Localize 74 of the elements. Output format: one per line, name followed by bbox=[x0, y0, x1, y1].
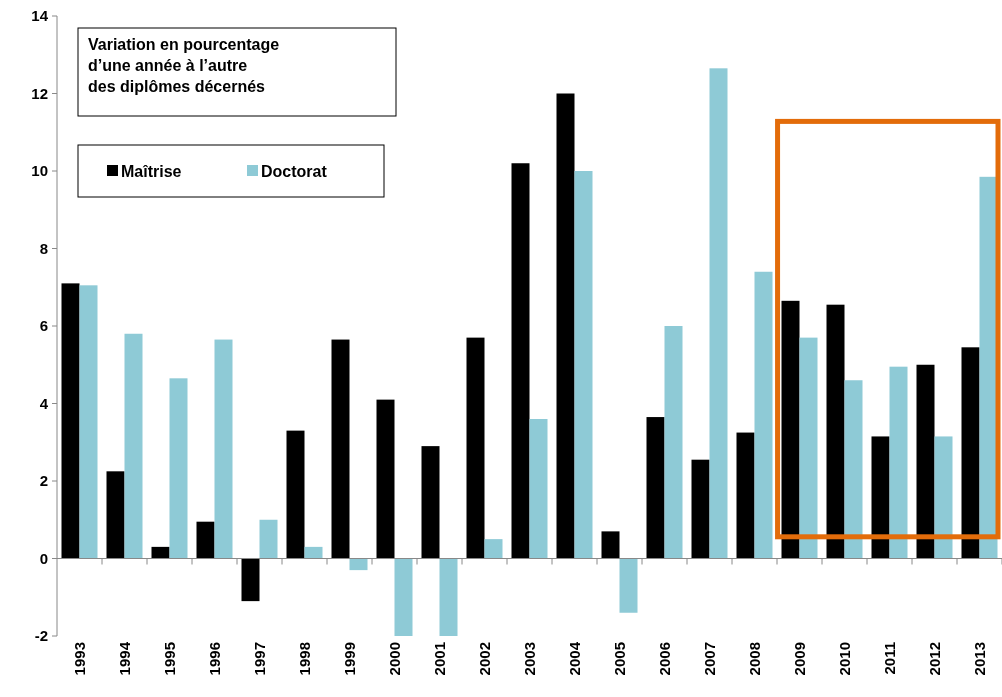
x-tick-label: 2012 bbox=[925, 642, 943, 676]
bar bbox=[646, 417, 665, 559]
bar bbox=[214, 339, 233, 559]
bar bbox=[574, 171, 593, 559]
bar bbox=[196, 521, 215, 559]
x-tick-label: 1997 bbox=[250, 642, 268, 676]
x-tick-label: 2010 bbox=[835, 642, 853, 676]
bar bbox=[511, 163, 530, 559]
bar bbox=[691, 459, 710, 559]
x-tick-label: 2006 bbox=[655, 642, 673, 676]
bar bbox=[889, 366, 908, 559]
y-tick-label: 14 bbox=[31, 7, 49, 25]
x-tick-label: 1998 bbox=[295, 642, 313, 676]
bar bbox=[331, 339, 350, 559]
bar bbox=[169, 378, 188, 559]
bar bbox=[961, 347, 980, 559]
text: Variation en pourcentage d’une année à l’autre des diplômes décernés bbox=[88, 36, 280, 95]
y-tick-label: 2 bbox=[39, 472, 48, 490]
y-tick-label: 8 bbox=[39, 239, 48, 257]
y-tick-label: 6 bbox=[39, 317, 48, 335]
bar bbox=[124, 333, 143, 559]
bar bbox=[619, 558, 638, 613]
bar bbox=[844, 380, 863, 559]
bar bbox=[394, 558, 413, 636]
bar bbox=[151, 546, 170, 559]
bar bbox=[349, 558, 368, 571]
bar bbox=[61, 283, 80, 559]
x-tick-label: 2005 bbox=[610, 642, 628, 676]
bar bbox=[286, 430, 305, 559]
bar bbox=[916, 364, 935, 559]
bar bbox=[376, 399, 395, 559]
x-tick-label: 2002 bbox=[475, 642, 493, 676]
bar bbox=[601, 531, 620, 559]
bar bbox=[529, 419, 548, 559]
x-tick-label: 2004 bbox=[565, 641, 583, 676]
x-tick-label: 1996 bbox=[205, 642, 223, 676]
bar bbox=[79, 285, 98, 559]
bar bbox=[754, 271, 773, 559]
bar bbox=[106, 471, 125, 559]
bar bbox=[304, 546, 323, 559]
bar bbox=[466, 337, 485, 559]
x-tick-label: 1995 bbox=[160, 642, 178, 676]
bar bbox=[241, 558, 260, 602]
x-tick-label: 1994 bbox=[115, 641, 133, 676]
y-tick-label: 4 bbox=[39, 394, 49, 412]
x-tick-label: 2009 bbox=[790, 642, 808, 676]
x-tick-label: 2013 bbox=[970, 642, 988, 676]
bar bbox=[484, 539, 503, 559]
x-tick-label: 1999 bbox=[340, 642, 358, 676]
x-tick-label: 1993 bbox=[70, 642, 88, 676]
x-tick-label: 2001 bbox=[430, 642, 448, 676]
bar bbox=[421, 446, 440, 559]
bar bbox=[259, 519, 278, 559]
y-tick-label: 12 bbox=[31, 84, 48, 102]
bar bbox=[556, 93, 575, 559]
x-tick-label: 2000 bbox=[385, 642, 403, 676]
bar bbox=[934, 436, 953, 559]
bar bbox=[709, 68, 728, 559]
bar bbox=[781, 300, 800, 559]
x-tick-label: 2008 bbox=[745, 642, 763, 676]
bar bbox=[871, 436, 890, 559]
legend-label: Maîtrise bbox=[121, 162, 182, 180]
y-tick-label: -2 bbox=[34, 627, 48, 645]
y-tick-label: 0 bbox=[39, 549, 48, 567]
bar bbox=[826, 304, 845, 559]
bar bbox=[799, 337, 818, 559]
bar bbox=[736, 432, 755, 559]
legend-label: Doctorat bbox=[261, 162, 328, 180]
x-tick-label: 2003 bbox=[520, 642, 538, 676]
bar bbox=[664, 326, 683, 559]
y-tick-label: 10 bbox=[31, 162, 48, 180]
x-tick-label: 2011 bbox=[880, 642, 898, 675]
x-tick-label: 2007 bbox=[700, 642, 718, 676]
bar bbox=[439, 558, 458, 636]
